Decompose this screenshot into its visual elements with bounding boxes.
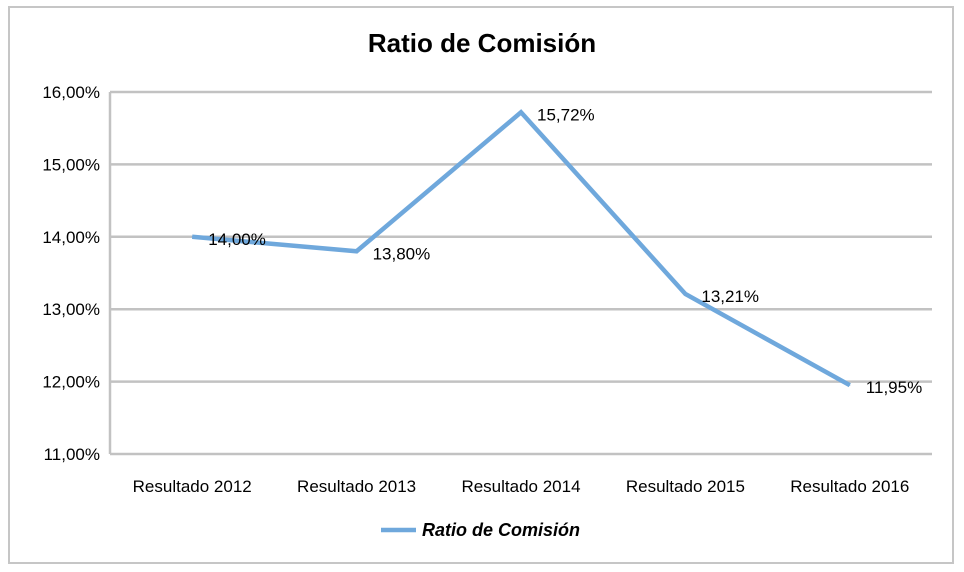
chart-title: Ratio de Comisión [367, 28, 597, 58]
y-tick-label: 15,00% [42, 155, 100, 174]
x-tick-label: Resultado 2015 [626, 477, 745, 496]
legend: Ratio de Comisión [381, 520, 580, 540]
series-line [192, 109, 851, 388]
data-point [191, 236, 193, 238]
x-tick-label: Resultado 2013 [297, 477, 416, 496]
x-tick-label: Resultado 2016 [790, 477, 909, 496]
y-tick-label: 12,00% [42, 373, 100, 392]
data-label: 15,72% [537, 105, 595, 124]
data-label: 11,95% [866, 378, 922, 397]
x-tick-label: Resultado 2012 [133, 477, 252, 496]
x-axis-ticks: Resultado 2012 Resultado 2013 Resultado 20… [133, 477, 910, 496]
y-axis-ticks: 11,00% 12,00% 13,00% 14,00% 15,00% 16,00% [42, 83, 100, 464]
series-group [191, 109, 851, 388]
chart-frame [8, 6, 954, 564]
data-label: 14,00% [208, 230, 266, 249]
data-point [356, 250, 358, 252]
data-labels: 14,00% 13,80% 15,72% 13,21% 11,95% [208, 105, 922, 397]
y-tick-label: 14,00% [42, 228, 100, 247]
data-label: 13,21% [701, 287, 759, 306]
legend-label: Ratio de Comisión [422, 520, 580, 540]
gridlines [108, 90, 932, 456]
data-point [520, 111, 522, 113]
x-tick-label: Resultado 2014 [461, 477, 580, 496]
y-tick-label: 11,00% [44, 445, 100, 464]
data-label: 13,80% [373, 244, 431, 263]
y-tick-label: 13,00% [42, 300, 100, 319]
data-point [849, 384, 851, 386]
data-point [684, 293, 686, 295]
y-tick-label: 16,00% [42, 83, 100, 102]
